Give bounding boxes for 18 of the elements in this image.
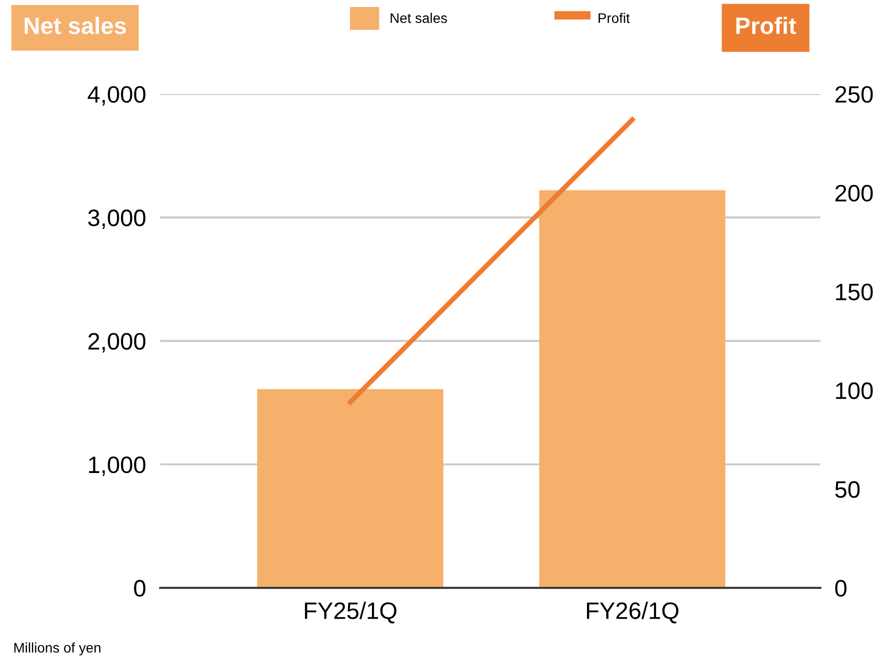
x-tick-label: FY25/1Q	[304, 602, 396, 624]
y2-tick-label: 50	[835, 481, 860, 498]
y-tick-label: 2,000	[88, 333, 146, 353]
y2-tick-label: 200	[835, 184, 873, 202]
y2-tick-label: 0	[835, 580, 846, 597]
y-tick-label: 1,000	[89, 456, 146, 476]
legend-label: Net sales	[390, 12, 447, 24]
y2-tick-label: 250	[835, 86, 873, 103]
text: Millions of yen	[14, 642, 100, 656]
y2-tick-label: 150	[836, 284, 873, 300]
y-tick-label: 0	[134, 580, 146, 597]
legend-label: Profit	[598, 12, 630, 24]
y2-axis-title: Profit	[736, 16, 796, 34]
x-tick-label: FY26/1Q	[586, 602, 678, 624]
y2-tick-label: 100	[836, 382, 873, 400]
y-tick-label: 4,000	[88, 86, 146, 106]
y-axis-title: Net sales	[24, 16, 126, 34]
y-tick-label: 3,000	[88, 210, 146, 230]
